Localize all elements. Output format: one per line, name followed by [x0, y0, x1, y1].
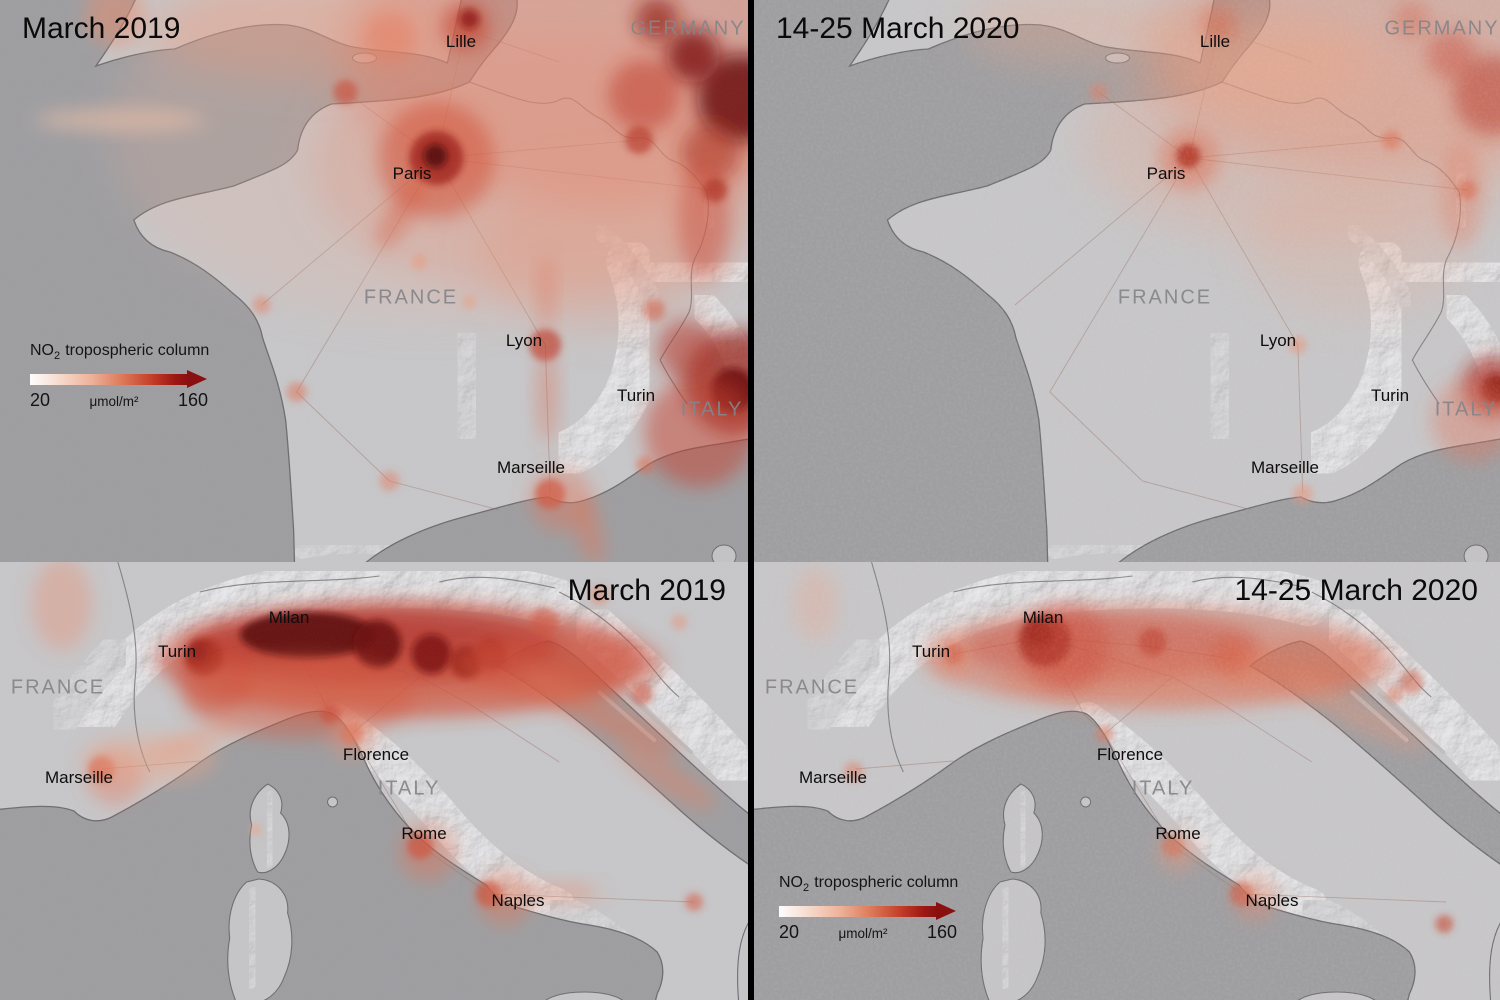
map-france-2019: [0, 0, 748, 562]
color-gradient: [779, 905, 937, 917]
panel-title: March 2019: [567, 574, 726, 607]
map-italy-2019: [0, 562, 748, 1000]
panel-italy-march-2020: 14-25 March 2020 Milan Turin FRANCE Flor…: [754, 562, 1500, 1000]
city-label-florence: Florence: [1096, 745, 1164, 764]
colorbar-legend: NO2 tropospheric column 20 μmol/m² 160: [779, 874, 958, 943]
city-label-lyon: Lyon: [505, 331, 543, 350]
map-italy-2020: [754, 562, 1500, 1000]
city-label-milan: Milan: [268, 608, 310, 627]
panel-france-march-2020: 14-25 March 2020 Lille GERMANY Paris FRA…: [754, 0, 1500, 562]
legend-scale: 20 μmol/m² 160: [779, 922, 957, 943]
city-label-rome: Rome: [401, 824, 447, 843]
gradient-arrow-icon: [936, 902, 956, 921]
country-label-italy: ITALY: [680, 398, 744, 421]
colorbar-legend: NO2 tropospheric column 20 μmol/m² 160: [30, 342, 209, 411]
city-label-turin: Turin: [911, 642, 951, 661]
panel-france-march-2019: March 2019 Lille GERMANY Paris FRANCE Ly…: [0, 0, 748, 562]
city-label-marseille: Marseille: [1250, 458, 1320, 477]
legend-unit: μmol/m²: [89, 394, 139, 410]
legend-gradient-bar: [779, 902, 958, 921]
gradient-arrow-icon: [187, 370, 207, 389]
legend-unit: μmol/m²: [838, 926, 888, 942]
city-label-rome: Rome: [1155, 824, 1201, 843]
city-label-paris: Paris: [392, 164, 432, 183]
country-label-italy: ITALY: [1131, 777, 1195, 800]
panel-title: 14-25 March 2020: [1234, 574, 1479, 607]
legend-min: 20: [30, 390, 51, 411]
country-label-germany: GERMANY: [630, 17, 746, 40]
map-france-2020: [754, 0, 1500, 562]
country-label-france: FRANCE: [363, 286, 459, 309]
country-label-france: FRANCE: [764, 676, 860, 699]
city-label-florence: Florence: [342, 745, 410, 764]
city-label-naples: Naples: [491, 891, 545, 910]
city-label-naples: Naples: [1245, 891, 1299, 910]
legend-gradient-bar: [30, 370, 209, 389]
legend-title: NO2 tropospheric column: [30, 342, 210, 363]
city-label-turin: Turin: [1370, 386, 1410, 405]
country-label-france: FRANCE: [1117, 286, 1213, 309]
panel-title: March 2019: [22, 12, 181, 45]
city-label-lille: Lille: [1199, 32, 1231, 51]
panel-title: 14-25 March 2020: [776, 12, 1020, 45]
city-label-marseille: Marseille: [798, 768, 868, 787]
vertical-divider: [748, 0, 754, 1000]
country-label-france: FRANCE: [10, 676, 106, 699]
city-label-paris: Paris: [1146, 164, 1186, 183]
city-label-lyon: Lyon: [1259, 331, 1297, 350]
legend-scale: 20 μmol/m² 160: [30, 390, 208, 411]
country-label-italy: ITALY: [377, 777, 441, 800]
city-label-marseille: Marseille: [44, 768, 114, 787]
color-gradient: [30, 373, 188, 385]
legend-min: 20: [779, 922, 800, 943]
city-label-milan: Milan: [1022, 608, 1064, 627]
city-label-lille: Lille: [445, 32, 477, 51]
city-label-turin: Turin: [616, 386, 656, 405]
panel-italy-march-2019: March 2019 Milan Turin FRANCE Florence I…: [0, 562, 748, 1000]
country-label-italy: ITALY: [1434, 398, 1498, 421]
city-label-turin: Turin: [157, 642, 197, 661]
country-label-germany: GERMANY: [1384, 17, 1500, 40]
legend-max: 160: [926, 922, 957, 943]
legend-max: 160: [177, 390, 208, 411]
legend-title: NO2 tropospheric column: [779, 874, 959, 895]
city-label-marseille: Marseille: [496, 458, 566, 477]
